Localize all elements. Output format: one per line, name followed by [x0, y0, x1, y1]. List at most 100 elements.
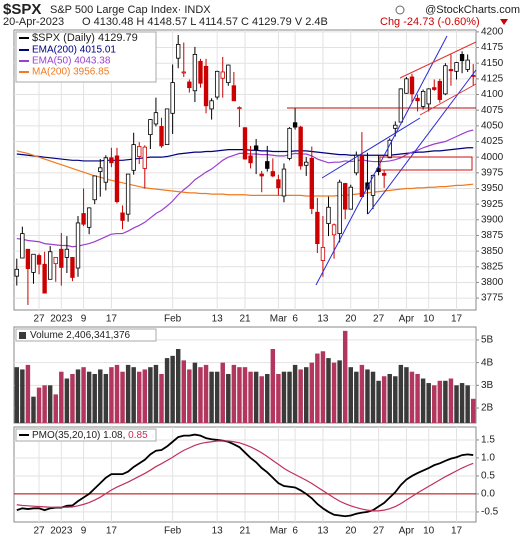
volume-bar [337, 360, 342, 423]
x-tick-label: 21 [239, 526, 251, 537]
volume-bar [109, 367, 114, 423]
volume-bar [170, 355, 175, 423]
symbol: $SPX [3, 1, 41, 18]
x-tick-label: Mar [270, 526, 288, 537]
candle-body [164, 108, 170, 146]
index-name: S&P 500 Large Cap Index· INDX [50, 4, 211, 16]
volume-bar [181, 360, 186, 423]
candle-body [214, 70, 220, 98]
volume-bar [292, 364, 298, 423]
volume-legend-value: 2,406,341,376 [66, 330, 130, 341]
pmo-signal-legend: 0.85 [128, 430, 148, 441]
volume-bar [42, 385, 47, 423]
pmo-line [16, 440, 474, 512]
candle-body [187, 81, 192, 89]
volume-bar [448, 378, 454, 423]
volume-bar [315, 353, 320, 423]
volume-bar [103, 373, 109, 423]
candle-body [98, 167, 103, 172]
candle-body [292, 122, 298, 128]
x-tick-label: 2023 [50, 314, 73, 325]
y-tick-label: 3875 [481, 230, 504, 241]
volume-bar [25, 364, 31, 423]
source: @StockCharts.com [425, 4, 520, 16]
price-legend-box [15, 31, 157, 83]
x-tick-label: 10 [423, 526, 435, 537]
candle-body [103, 157, 109, 183]
candle-body [315, 211, 320, 245]
candle-body [420, 90, 426, 107]
trend-line [321, 117, 421, 179]
candle-body [465, 59, 470, 70]
candle-body [31, 253, 36, 273]
candle-body [153, 112, 159, 125]
y-tick-label: 4200 [481, 27, 504, 38]
volume-bar [376, 380, 381, 423]
candle-body [304, 161, 309, 166]
pmo-legend-name: PMO(35,20,10) 1.08, [32, 430, 125, 441]
candle-body [81, 213, 86, 225]
y-tick-label: 0.0 [481, 489, 495, 500]
volume-bar [142, 369, 148, 423]
volume-bar [36, 387, 42, 423]
volume-bar [365, 369, 370, 423]
ma-legend-item: EMA(50) 4043.38 [32, 56, 111, 67]
candle-body [259, 173, 264, 177]
candle-body [114, 155, 120, 203]
candle-body [265, 161, 270, 169]
y-tick-label: -0.5 [481, 507, 499, 518]
x-tick-label: 13 [317, 314, 329, 325]
candle-body [148, 119, 153, 136]
candle-body [309, 158, 314, 209]
volume-bar [326, 358, 331, 423]
x-tick-label: 27 [373, 314, 385, 325]
candle-body [176, 44, 181, 59]
x-tick-label: 9 [81, 526, 87, 537]
candle-body [448, 69, 454, 72]
volume-bar [465, 385, 470, 423]
y-tick-label: 3800 [481, 277, 504, 288]
volume-bar [281, 371, 287, 423]
volume-bar [470, 398, 476, 423]
candle-body [459, 54, 465, 62]
volume-bar [432, 385, 437, 423]
ma-legend-item: EMA(200) 4015.01 [32, 45, 116, 56]
volume-bar [309, 362, 315, 423]
candle-body [437, 80, 443, 100]
volume-bar [131, 367, 136, 423]
y-tick-label: 2B [481, 403, 494, 414]
candle-body [370, 174, 376, 196]
x-tick-label: 27 [373, 526, 385, 537]
volume-bar [387, 373, 392, 423]
x-tick-label: 17 [451, 526, 463, 537]
x-tick-label: 27 [33, 314, 45, 325]
candle-body [20, 233, 25, 259]
candle-body [454, 62, 459, 72]
volume-bar [98, 369, 103, 423]
volume-bar [237, 367, 242, 423]
volume-bar [443, 380, 448, 423]
volume-bar [398, 364, 404, 423]
candle-body [298, 126, 303, 167]
candle-body [381, 173, 387, 176]
x-tick-label: 13 [212, 526, 224, 537]
volume-bar [437, 380, 443, 423]
candle-body [348, 186, 353, 210]
trend-annotations [287, 35, 477, 286]
volume-bar [265, 373, 270, 423]
candle-body [432, 87, 437, 90]
volume-bar [64, 378, 70, 423]
volume-bar [409, 371, 415, 423]
volume-bar [359, 364, 365, 423]
candle-body [75, 222, 81, 269]
x-tick-label: 17 [451, 314, 463, 325]
volume-bar [120, 371, 125, 423]
x-tick-label: 20 [345, 314, 357, 325]
x-tick-label: 6 [292, 314, 298, 325]
candle-body [253, 145, 259, 151]
volume-bar [47, 385, 53, 423]
x-tick-label: Feb [164, 526, 182, 537]
candle-body [242, 127, 248, 160]
volume-bar [354, 371, 359, 423]
